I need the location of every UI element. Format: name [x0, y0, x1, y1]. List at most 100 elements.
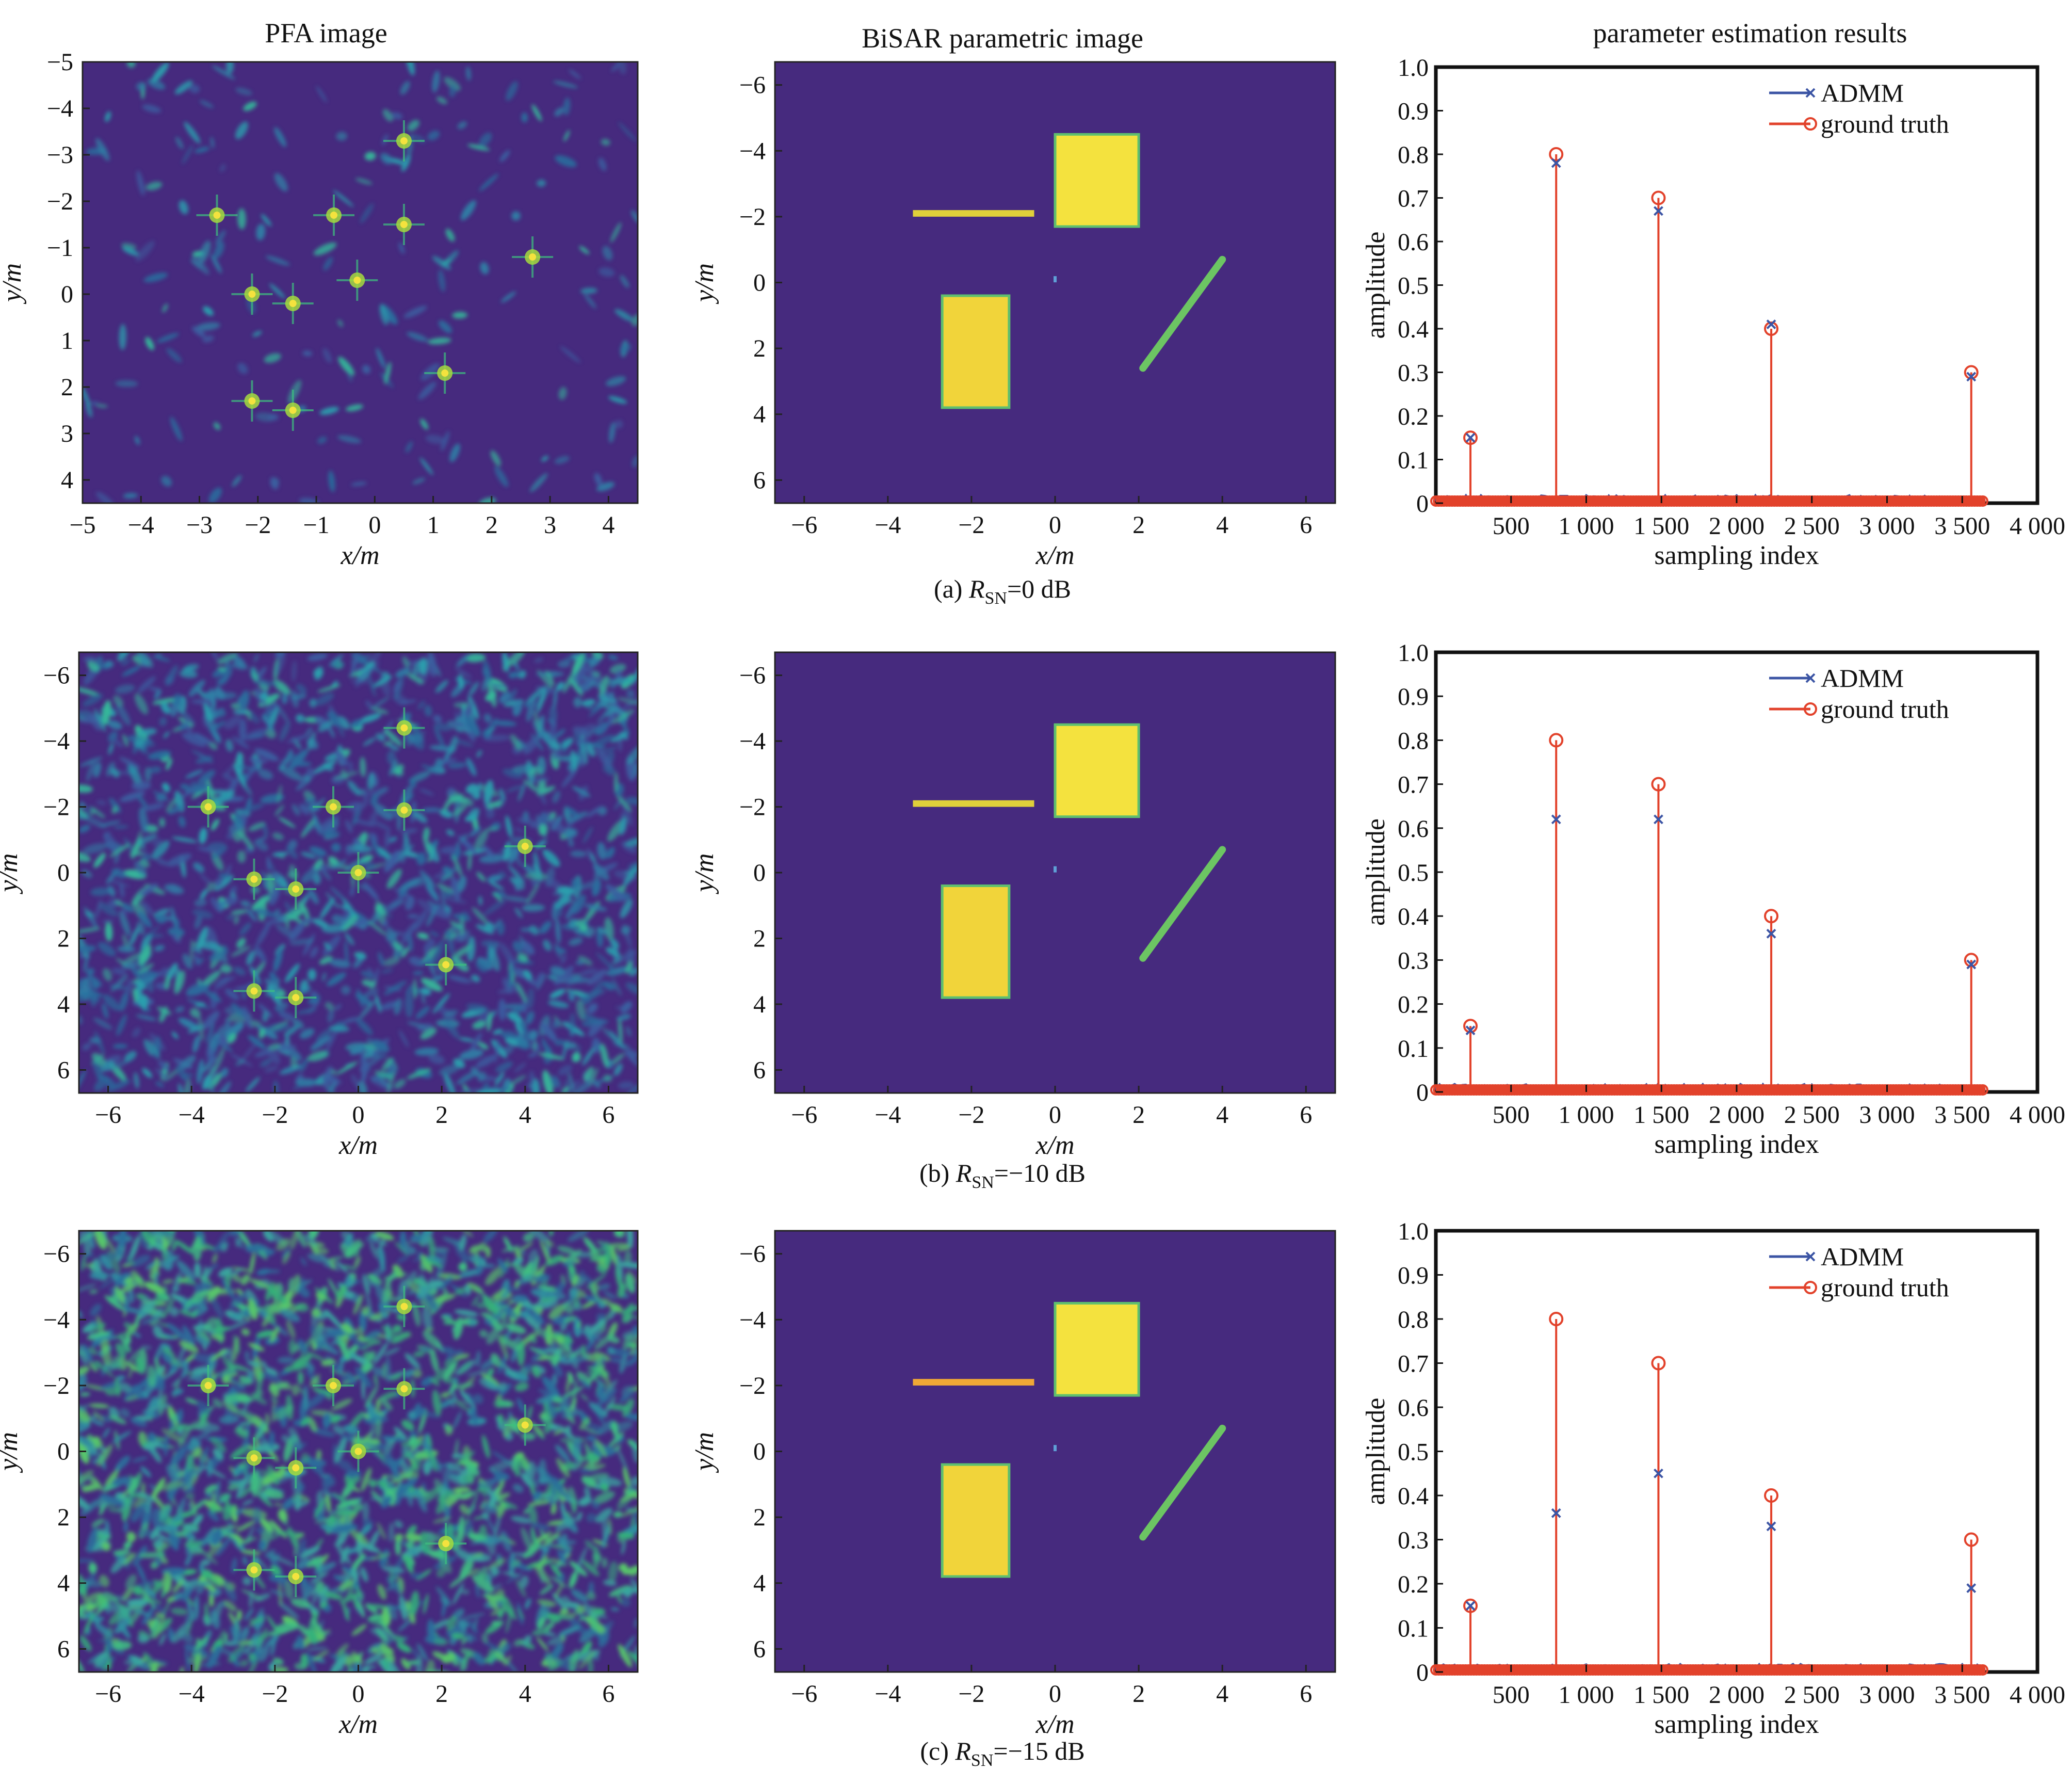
speckle — [523, 779, 541, 794]
speckle — [305, 727, 313, 736]
point-target — [292, 1464, 300, 1472]
speckle — [224, 895, 238, 906]
speckle — [180, 1360, 189, 1369]
speckle — [141, 1008, 152, 1012]
admm-marker — [1766, 1521, 1776, 1532]
speckle — [394, 931, 405, 936]
speckle — [118, 1231, 127, 1249]
y-tick-label: −4 — [43, 1306, 70, 1333]
speckle — [488, 946, 500, 972]
speckle — [82, 843, 107, 854]
y-tick-label: 1 — [61, 327, 73, 355]
speckle — [613, 1511, 623, 1518]
speckle — [422, 1449, 431, 1456]
speckle — [502, 977, 512, 994]
speckle — [300, 1546, 320, 1558]
speckle — [533, 1478, 539, 1489]
speckle — [445, 897, 467, 904]
speckle — [360, 1567, 368, 1582]
speckle — [79, 1231, 89, 1242]
speckle — [218, 1525, 240, 1530]
speckle — [585, 1275, 592, 1285]
speckle — [617, 1447, 628, 1471]
speckle — [182, 953, 193, 969]
speckle — [215, 709, 226, 718]
admm-marker-stroke — [1551, 158, 1561, 168]
speckle — [158, 1060, 170, 1071]
speckle — [397, 1642, 412, 1653]
speckle — [136, 1014, 157, 1021]
speckle — [573, 1403, 577, 1414]
speckle — [554, 456, 570, 464]
speckle — [109, 1414, 127, 1424]
speckle — [467, 1493, 478, 1518]
ground-truth-marker — [1549, 147, 1564, 162]
speckle — [228, 1346, 233, 1364]
speckle — [479, 1329, 488, 1338]
speckle — [216, 1081, 231, 1093]
speckle — [514, 827, 525, 833]
speckle — [584, 1487, 591, 1499]
speckle — [594, 473, 602, 486]
speckle — [512, 1484, 524, 1493]
speckle — [335, 750, 348, 766]
speckle — [226, 915, 235, 920]
speckle — [481, 1502, 497, 1514]
speckle — [348, 761, 353, 773]
speckle — [456, 845, 461, 860]
y-tick-label: 2 — [753, 925, 766, 952]
admm-marker-stroke — [1654, 814, 1663, 825]
speckle — [328, 470, 335, 492]
speckle — [152, 697, 179, 705]
speckle — [390, 1373, 402, 1381]
speckle — [330, 1258, 336, 1270]
speckle — [573, 697, 582, 708]
speckle — [235, 1650, 242, 1659]
speckle — [270, 873, 281, 879]
speckle — [459, 1049, 484, 1060]
speckle — [172, 1240, 178, 1251]
speckle — [446, 1462, 463, 1473]
speckle — [231, 1273, 241, 1283]
speckle — [364, 152, 376, 160]
speckle — [590, 1319, 605, 1334]
speckle — [565, 811, 588, 824]
speckle — [595, 1608, 606, 1615]
speckle — [442, 1347, 455, 1354]
speckle — [254, 680, 279, 686]
speckle — [171, 1389, 184, 1396]
speckle — [432, 940, 445, 964]
speckle — [139, 883, 158, 896]
speckle — [482, 1295, 499, 1315]
speckle — [93, 762, 102, 778]
x-tick-label: −6 — [791, 1101, 817, 1129]
speckle — [256, 1268, 270, 1276]
speckle — [500, 1530, 512, 1552]
admm-marker-stroke — [1966, 1583, 1977, 1593]
speckle — [363, 861, 376, 870]
x-tick-label: 3 500 — [1934, 1101, 1990, 1129]
speckle — [294, 1663, 305, 1670]
speckle — [475, 1350, 481, 1368]
speckle — [250, 713, 260, 724]
x-tick-label: 3 — [544, 511, 556, 539]
speckle — [467, 936, 476, 962]
speckle — [329, 1081, 337, 1093]
speckle — [465, 715, 481, 737]
x-tick-label: 4 — [519, 1680, 531, 1708]
speckle — [276, 1238, 290, 1251]
speckle — [101, 1060, 115, 1072]
speckle — [367, 1055, 381, 1067]
speckle — [136, 921, 145, 935]
speckle — [154, 1533, 171, 1542]
speckle — [305, 1459, 327, 1468]
speckle — [555, 918, 561, 944]
speckle — [170, 416, 183, 442]
speckle — [113, 695, 124, 707]
speckle — [423, 1460, 431, 1475]
speckle — [483, 734, 510, 742]
y-tick-label: −4 — [739, 728, 766, 755]
speckle — [629, 968, 638, 976]
